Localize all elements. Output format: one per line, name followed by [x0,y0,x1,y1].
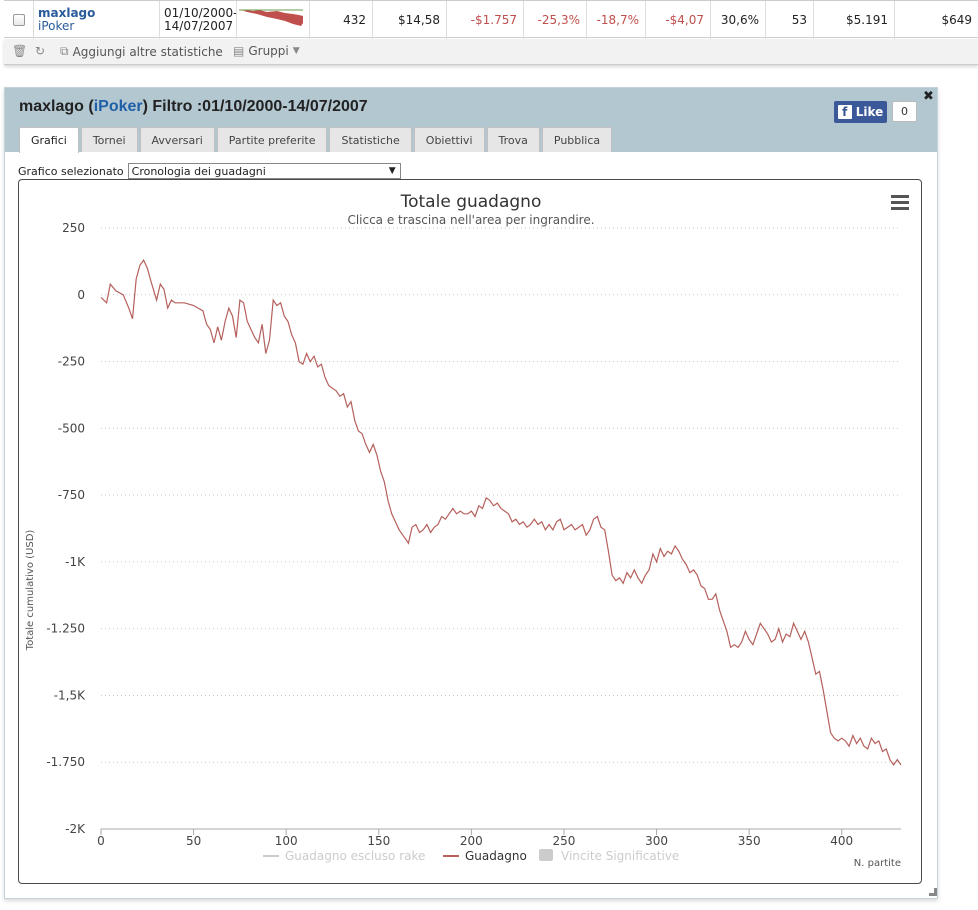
tab-obiettivi[interactable]: Obiettivi [413,127,485,152]
facebook-like-button[interactable]: f Like [834,101,887,123]
panel-title: maxlago (iPoker) Filtro :01/10/2000-14/0… [19,98,368,115]
y-tick-label: -1.750 [46,755,85,769]
delete-button[interactable]: 🗑 [12,44,27,58]
row-checkbox[interactable] [12,14,25,26]
tab-tornei[interactable]: Tornei [80,127,138,152]
legend-label: Guadagno escluso rake [285,849,425,863]
chevron-down-icon: ▼ [292,46,300,56]
groups-dropdown[interactable]: ▤ Gruppi ▼ [233,44,300,58]
y-tick-label: 0 [77,288,85,302]
date-range-cell: 01/10/2000-14/07/2007 [159,1,238,39]
summary-table-row: maxlago iPoker 01/10/2000-14/07/2007 432… [4,0,978,39]
sparkline-area [241,9,303,26]
add-stats-button[interactable]: ⧉ Aggiungi altre statistiche [60,44,223,59]
legend-item[interactable]: Vincite Significative [539,849,679,863]
table-toolbar: 🗑 ↻ ⧉ Aggiungi altre statistiche ▤ Grupp… [4,39,978,65]
y-axis-label: Totale cumulativo (USD) [25,530,36,652]
refresh-button[interactable]: ↻ [35,44,45,58]
tab-trova[interactable]: Trova [486,127,540,152]
panel-title-filter: Filtro :01/10/2000-14/07/2007 [152,98,368,115]
x-tick-label: 0 [97,834,105,848]
hands-cell: 432 [309,1,372,39]
dropdown-arrow-icon: ▼ [388,166,396,176]
tab-avversari[interactable]: Avversari [139,127,215,152]
refresh-icon: ↻ [35,44,46,58]
groups-icon: ▤ [233,44,245,58]
facebook-icon: f [837,105,852,119]
sparkline-cell [236,1,309,39]
y-tick-label: -2K [65,822,86,836]
legend-label: Vincite Significative [561,849,679,863]
tab-pubblica[interactable]: Pubblica [541,127,613,152]
stat-cell-c: -25,3% [523,1,586,39]
legend-item[interactable]: Guadagno escluso rake [263,849,425,863]
player-cell: maxlago iPoker [33,1,159,39]
legend-label: Guadagno [465,849,527,863]
x-tick-label: 300 [645,834,668,848]
chart-subtitle: Clicca e trascina nell'area per ingrandi… [347,213,594,227]
stat-cell-i: $649 [894,1,978,39]
x-axis-label: N. partite [854,858,901,869]
stat-cell-b: -$1.757 [446,1,523,39]
copy-icon: ⧉ [60,44,69,58]
panel-header: maxlago (iPoker) Filtro :01/10/2000-14/0… [5,88,937,153]
like-count: 0 [892,101,917,122]
row-select-cell [4,1,33,39]
x-tick-label: 100 [275,834,298,848]
tab-partite-preferite[interactable]: Partite preferite [216,127,328,152]
y-tick-label: -1K [65,555,86,569]
x-tick-label: 200 [460,834,483,848]
stat-cell-h: $5.191 [813,1,894,39]
resize-handle[interactable] [929,888,937,896]
x-tick-label: 350 [738,834,761,848]
legend-swatch [539,849,553,861]
panel-title-site-link[interactable]: iPoker [93,98,143,115]
hamburger-menu-icon[interactable] [891,195,909,210]
stat-cell-a: $14,58 [372,1,446,39]
chart-selector-dropdown[interactable]: Cronologia dei guadagni ▼ [127,163,401,179]
date-range: 01/10/2000-14/07/2007 [164,6,238,33]
stat-cell-f: 30,6% [710,1,765,39]
player-name-link[interactable]: maxlago [38,6,96,20]
y-tick-label: -250 [58,355,85,369]
close-icon[interactable]: ✖ [923,89,934,104]
chart-title: Totale guadagno [400,192,542,212]
sparkline-chart [239,9,303,26]
chart-container[interactable]: Totale guadagno Clicca e trascina nell'a… [18,179,922,884]
y-tick-label: 250 [62,221,85,235]
y-tick-label: -1.250 [46,622,85,636]
x-tick-label: 150 [367,834,390,848]
x-tick-label: 50 [186,834,201,848]
stat-cell-d: -18,7% [586,1,645,39]
stat-cell-e: -$4,07 [645,1,710,39]
chart-selector-value: Cronologia dei guadagni [131,164,266,178]
series-line-guadagno [100,258,902,766]
chart-selector-row: Grafico selezionato Cronologia dei guada… [18,163,401,179]
x-tick-label: 400 [830,834,853,848]
chart-selector-label: Grafico selezionato [18,164,124,178]
y-tick-label: -1,5K [54,688,86,702]
y-tick-label: -750 [58,488,85,502]
groups-label: Gruppi [248,44,289,58]
legend-item[interactable]: Guadagno [443,849,527,863]
y-tick-label: -500 [58,421,85,435]
add-stats-label: Aggiungi altre statistiche [72,44,223,59]
earnings-chart[interactable]: Totale guadagno Clicca e trascina nell'a… [19,180,921,883]
panel-tabs: Grafici Tornei Avversari Partite preferi… [19,127,613,153]
like-label: Like [855,105,884,119]
player-stats-panel: maxlago (iPoker) Filtro :01/10/2000-14/0… [4,87,938,899]
x-tick-label: 250 [553,834,576,848]
panel-title-player: maxlago [19,98,84,115]
tab-statistiche[interactable]: Statistiche [329,127,412,152]
tab-grafici[interactable]: Grafici [19,127,79,153]
stat-cell-g: 53 [765,1,813,39]
trash-icon: 🗑 [12,44,28,58]
site-name-link[interactable]: iPoker [38,19,75,33]
